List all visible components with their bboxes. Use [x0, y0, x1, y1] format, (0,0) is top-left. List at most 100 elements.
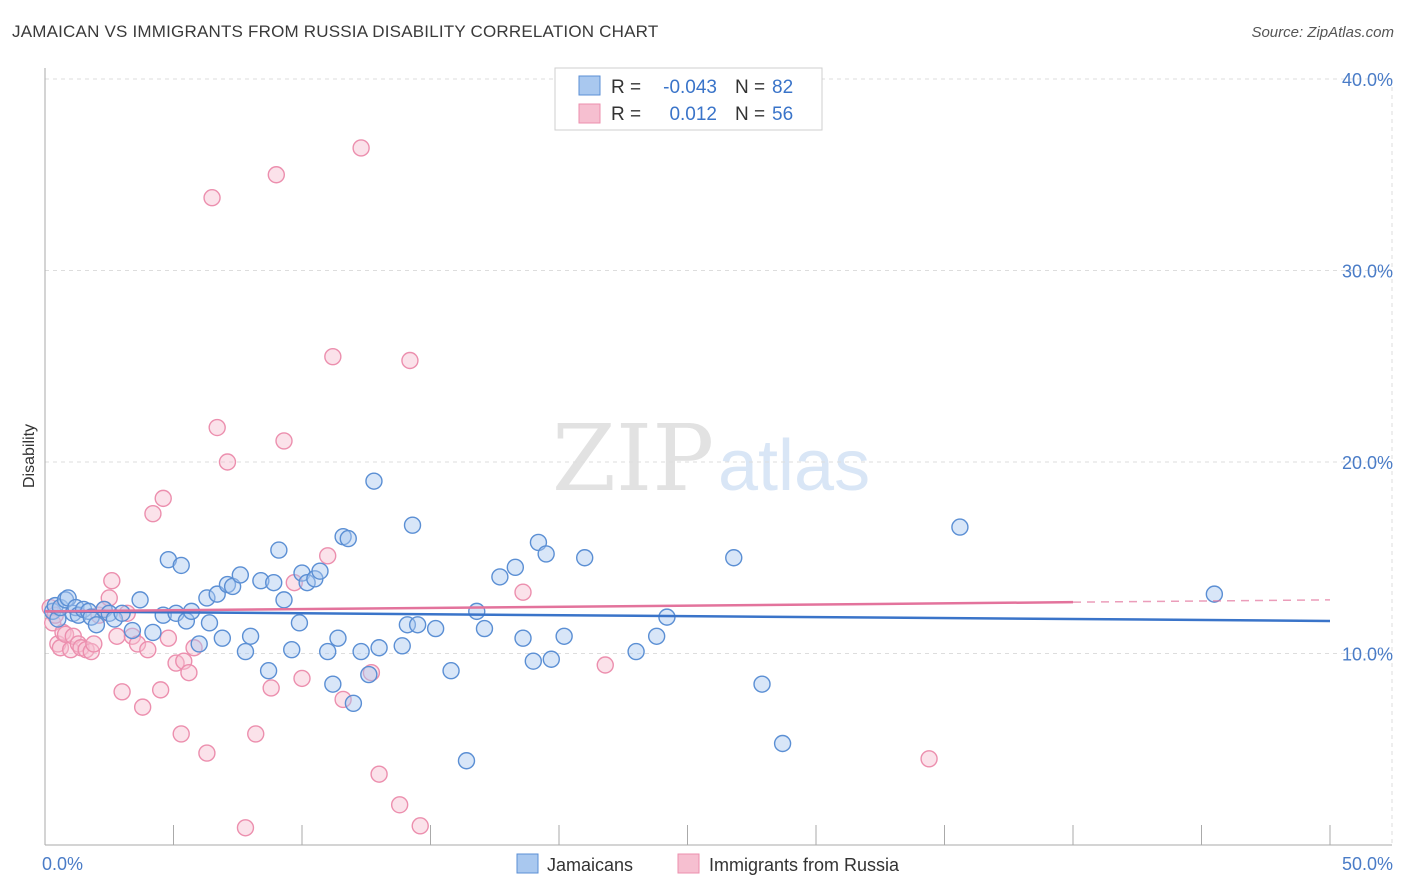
data-point: [339, 529, 357, 548]
data-point: [113, 683, 131, 701]
y-tick-label: 10.0%: [1342, 645, 1393, 665]
watermark-atlas: atlas: [718, 426, 870, 506]
stats-r-value-blue: -0.043: [663, 77, 717, 98]
data-point: [491, 568, 509, 586]
data-point: [265, 573, 283, 592]
data-point: [144, 623, 162, 642]
data-point: [131, 591, 149, 609]
chart-title: JAMAICAN VS IMMIGRANTS FROM RUSSIA DISAB…: [12, 22, 659, 41]
data-point: [236, 642, 255, 661]
data-point: [200, 614, 219, 632]
data-point: [393, 637, 411, 655]
series-immigrants-from-russia: [41, 139, 938, 837]
data-point: [190, 635, 208, 653]
legend-swatch-russia: [677, 853, 700, 874]
stats-n-label-blue: N =: [735, 77, 765, 98]
data-point: [411, 817, 429, 835]
data-point: [231, 566, 250, 584]
data-point: [352, 642, 370, 661]
stats-n-value-pink: 56: [772, 104, 793, 125]
stats-r-value-pink: 0.012: [669, 104, 717, 125]
data-point: [555, 627, 573, 645]
stats-n-value-blue: 82: [772, 77, 793, 98]
gridlines: [45, 78, 1393, 845]
data-point: [154, 489, 172, 508]
data-point: [542, 650, 560, 668]
data-point: [241, 627, 260, 645]
y-tick-label: 40.0%: [1342, 70, 1393, 90]
data-point: [159, 629, 178, 647]
data-point: [360, 665, 378, 684]
watermark-zip: ZIP: [552, 405, 714, 512]
stats-box: R = -0.043 N = 82 R = 0.012 N = 56: [554, 67, 823, 131]
data-point: [198, 589, 216, 607]
data-point: [475, 619, 494, 638]
data-point: [311, 562, 329, 580]
stats-swatch-pink: [578, 103, 601, 124]
stats-r-label-pink: R =: [611, 104, 641, 125]
y-tick-label: 20.0%: [1342, 453, 1393, 473]
data-point: [252, 572, 270, 590]
data-point: [85, 635, 103, 653]
data-point: [87, 616, 106, 634]
legend-label-russia: Immigrants from Russia: [709, 855, 900, 875]
data-point: [524, 652, 542, 670]
data-point: [139, 640, 157, 659]
trend-line-pink: [44, 600, 1074, 613]
data-point: [365, 472, 383, 490]
data-point: [370, 639, 388, 657]
data-point: [103, 572, 121, 590]
data-point: [370, 765, 388, 783]
data-point: [514, 629, 532, 647]
data-point: [442, 662, 460, 680]
data-point: [951, 518, 969, 536]
data-point: [344, 694, 363, 712]
data-point: [290, 614, 309, 632]
data-point: [920, 750, 938, 768]
legend-label-jamaicans: Jamaicans: [547, 855, 633, 875]
legend-swatch-jamaicans: [516, 853, 539, 874]
data-point: [334, 690, 352, 709]
data-point: [725, 549, 743, 567]
data-point: [324, 675, 342, 693]
data-point: [198, 744, 216, 762]
data-point: [283, 640, 301, 659]
data-point: [247, 725, 265, 743]
series-jamaicans: [44, 472, 1224, 770]
data-point: [208, 418, 226, 437]
data-point: [537, 545, 555, 563]
data-point: [647, 627, 666, 645]
data-point: [390, 796, 409, 814]
data-point: [213, 629, 232, 647]
data-point: [596, 656, 614, 674]
data-point: [275, 591, 293, 609]
data-point: [576, 549, 594, 567]
data-point: [753, 675, 771, 693]
data-point: [401, 351, 419, 370]
data-point: [275, 432, 293, 450]
data-point: [113, 604, 131, 622]
data-point: [506, 558, 525, 577]
data-point: [329, 629, 347, 647]
data-point: [133, 698, 152, 716]
data-point: [151, 681, 170, 699]
data-point: [773, 734, 792, 753]
y-axis-label: Disability: [21, 424, 38, 488]
data-point: [203, 189, 221, 207]
watermark: ZIP atlas: [552, 405, 870, 512]
data-point: [144, 505, 162, 523]
data-point: [267, 166, 285, 184]
legend: Jamaicans Immigrants from Russia: [516, 853, 900, 875]
stats-r-label-blue: R =: [611, 77, 641, 98]
data-point: [319, 642, 337, 661]
trend-line-blue: [44, 610, 1331, 623]
data-point: [468, 602, 486, 621]
data-point: [236, 819, 255, 837]
x-tick-label-max: 50.0%: [1342, 854, 1393, 874]
data-point: [108, 627, 126, 645]
x-tick-label-min: 0.0%: [42, 854, 83, 874]
data-point: [293, 669, 311, 688]
data-point: [123, 621, 142, 640]
data-point: [514, 583, 532, 601]
data-point: [262, 679, 280, 697]
